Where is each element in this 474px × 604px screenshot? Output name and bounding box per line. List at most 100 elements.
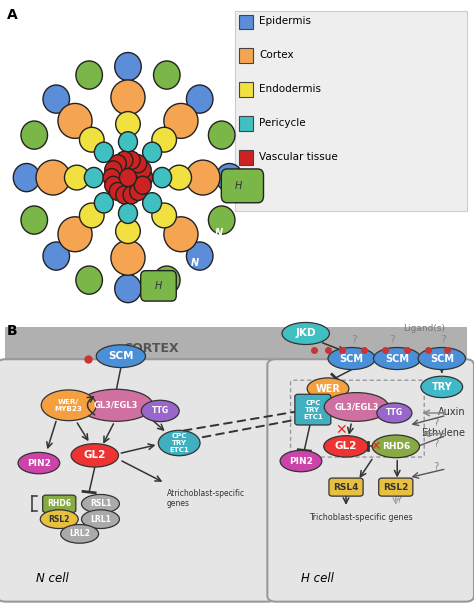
Ellipse shape (153, 167, 172, 188)
Text: Atrichoblast-specific
genes: Atrichoblast-specific genes (167, 489, 245, 508)
Text: RHD6: RHD6 (382, 442, 410, 451)
Ellipse shape (152, 203, 176, 228)
Text: RSL1: RSL1 (90, 500, 111, 509)
Text: ?: ? (396, 495, 401, 505)
Ellipse shape (13, 164, 40, 191)
Ellipse shape (118, 132, 137, 152)
Ellipse shape (421, 376, 463, 397)
Ellipse shape (154, 266, 180, 294)
FancyBboxPatch shape (379, 478, 413, 496)
Ellipse shape (58, 103, 92, 138)
Text: N: N (191, 258, 199, 268)
Ellipse shape (116, 186, 133, 204)
Ellipse shape (82, 495, 119, 513)
Ellipse shape (134, 176, 151, 194)
Ellipse shape (372, 435, 419, 458)
Ellipse shape (280, 451, 322, 472)
Ellipse shape (18, 452, 60, 474)
Ellipse shape (61, 524, 99, 543)
Text: RSL2: RSL2 (383, 483, 409, 492)
FancyBboxPatch shape (141, 271, 176, 301)
Ellipse shape (109, 182, 127, 201)
Ellipse shape (80, 127, 104, 152)
Text: WER: WER (316, 384, 340, 394)
Ellipse shape (43, 85, 70, 113)
Text: Epidermis: Epidermis (259, 16, 311, 27)
Text: LRL1: LRL1 (90, 515, 111, 524)
Text: ✕: ✕ (371, 440, 381, 453)
Ellipse shape (111, 80, 145, 115)
Ellipse shape (154, 61, 180, 89)
Text: RHD6: RHD6 (47, 500, 71, 509)
Ellipse shape (167, 165, 191, 190)
Text: ?: ? (440, 335, 446, 345)
Ellipse shape (324, 393, 389, 422)
FancyBboxPatch shape (329, 478, 363, 496)
FancyBboxPatch shape (0, 359, 276, 602)
Ellipse shape (418, 347, 465, 370)
Text: GL3/EGL3: GL3/EGL3 (94, 401, 138, 410)
Ellipse shape (94, 193, 113, 213)
Ellipse shape (80, 203, 104, 228)
Ellipse shape (115, 274, 141, 303)
Ellipse shape (186, 160, 220, 195)
Text: N: N (214, 228, 222, 238)
Text: RSL2: RSL2 (48, 515, 70, 524)
Bar (239, 82, 253, 97)
Text: TTG: TTG (152, 406, 169, 416)
Text: ✕: ✕ (336, 423, 347, 437)
Ellipse shape (209, 121, 235, 149)
Text: Pericycle: Pericycle (259, 118, 306, 128)
Ellipse shape (282, 323, 329, 344)
Text: H: H (155, 281, 163, 291)
Ellipse shape (116, 151, 133, 169)
Ellipse shape (111, 240, 145, 275)
Text: Trichoblast-specific genes: Trichoblast-specific genes (310, 513, 413, 522)
Ellipse shape (164, 103, 198, 138)
Text: Ligand(s): Ligand(s) (403, 324, 445, 333)
Text: H cell: H cell (301, 571, 334, 585)
Ellipse shape (324, 435, 368, 457)
Text: ?: ? (433, 439, 439, 449)
Ellipse shape (216, 164, 243, 191)
Ellipse shape (158, 430, 200, 455)
Ellipse shape (123, 151, 140, 169)
Ellipse shape (21, 206, 47, 234)
Text: CORTEX: CORTEX (124, 342, 180, 355)
Text: JKD: JKD (295, 329, 316, 338)
Ellipse shape (328, 347, 375, 370)
Text: SCM: SCM (385, 353, 409, 364)
FancyBboxPatch shape (5, 327, 467, 370)
Ellipse shape (141, 400, 179, 422)
Bar (239, 150, 253, 165)
Ellipse shape (116, 219, 140, 243)
Ellipse shape (377, 403, 412, 423)
Ellipse shape (119, 169, 137, 187)
Bar (239, 116, 253, 131)
Text: GL2: GL2 (83, 451, 106, 460)
Text: CPC
TRY
ETC1: CPC TRY ETC1 (169, 433, 189, 453)
Ellipse shape (96, 345, 146, 368)
Ellipse shape (79, 389, 153, 422)
Ellipse shape (105, 161, 122, 179)
Ellipse shape (82, 510, 119, 528)
Text: Cortex: Cortex (259, 50, 294, 60)
Ellipse shape (109, 155, 127, 173)
Text: PIN2: PIN2 (289, 457, 313, 466)
Ellipse shape (21, 121, 47, 149)
Text: SCM: SCM (340, 353, 364, 364)
Text: CPC
TRY
ETC1: CPC TRY ETC1 (303, 400, 323, 420)
Ellipse shape (115, 53, 141, 81)
Ellipse shape (76, 266, 102, 294)
Text: ?: ? (433, 462, 439, 472)
Ellipse shape (40, 510, 78, 528)
FancyBboxPatch shape (221, 169, 264, 203)
FancyBboxPatch shape (43, 495, 76, 512)
Ellipse shape (123, 186, 140, 204)
Text: SCM: SCM (430, 353, 454, 364)
Text: RSL4: RSL4 (333, 483, 359, 492)
Text: H: H (235, 181, 243, 191)
FancyBboxPatch shape (235, 11, 467, 211)
Text: B: B (7, 324, 18, 338)
Ellipse shape (58, 217, 92, 252)
